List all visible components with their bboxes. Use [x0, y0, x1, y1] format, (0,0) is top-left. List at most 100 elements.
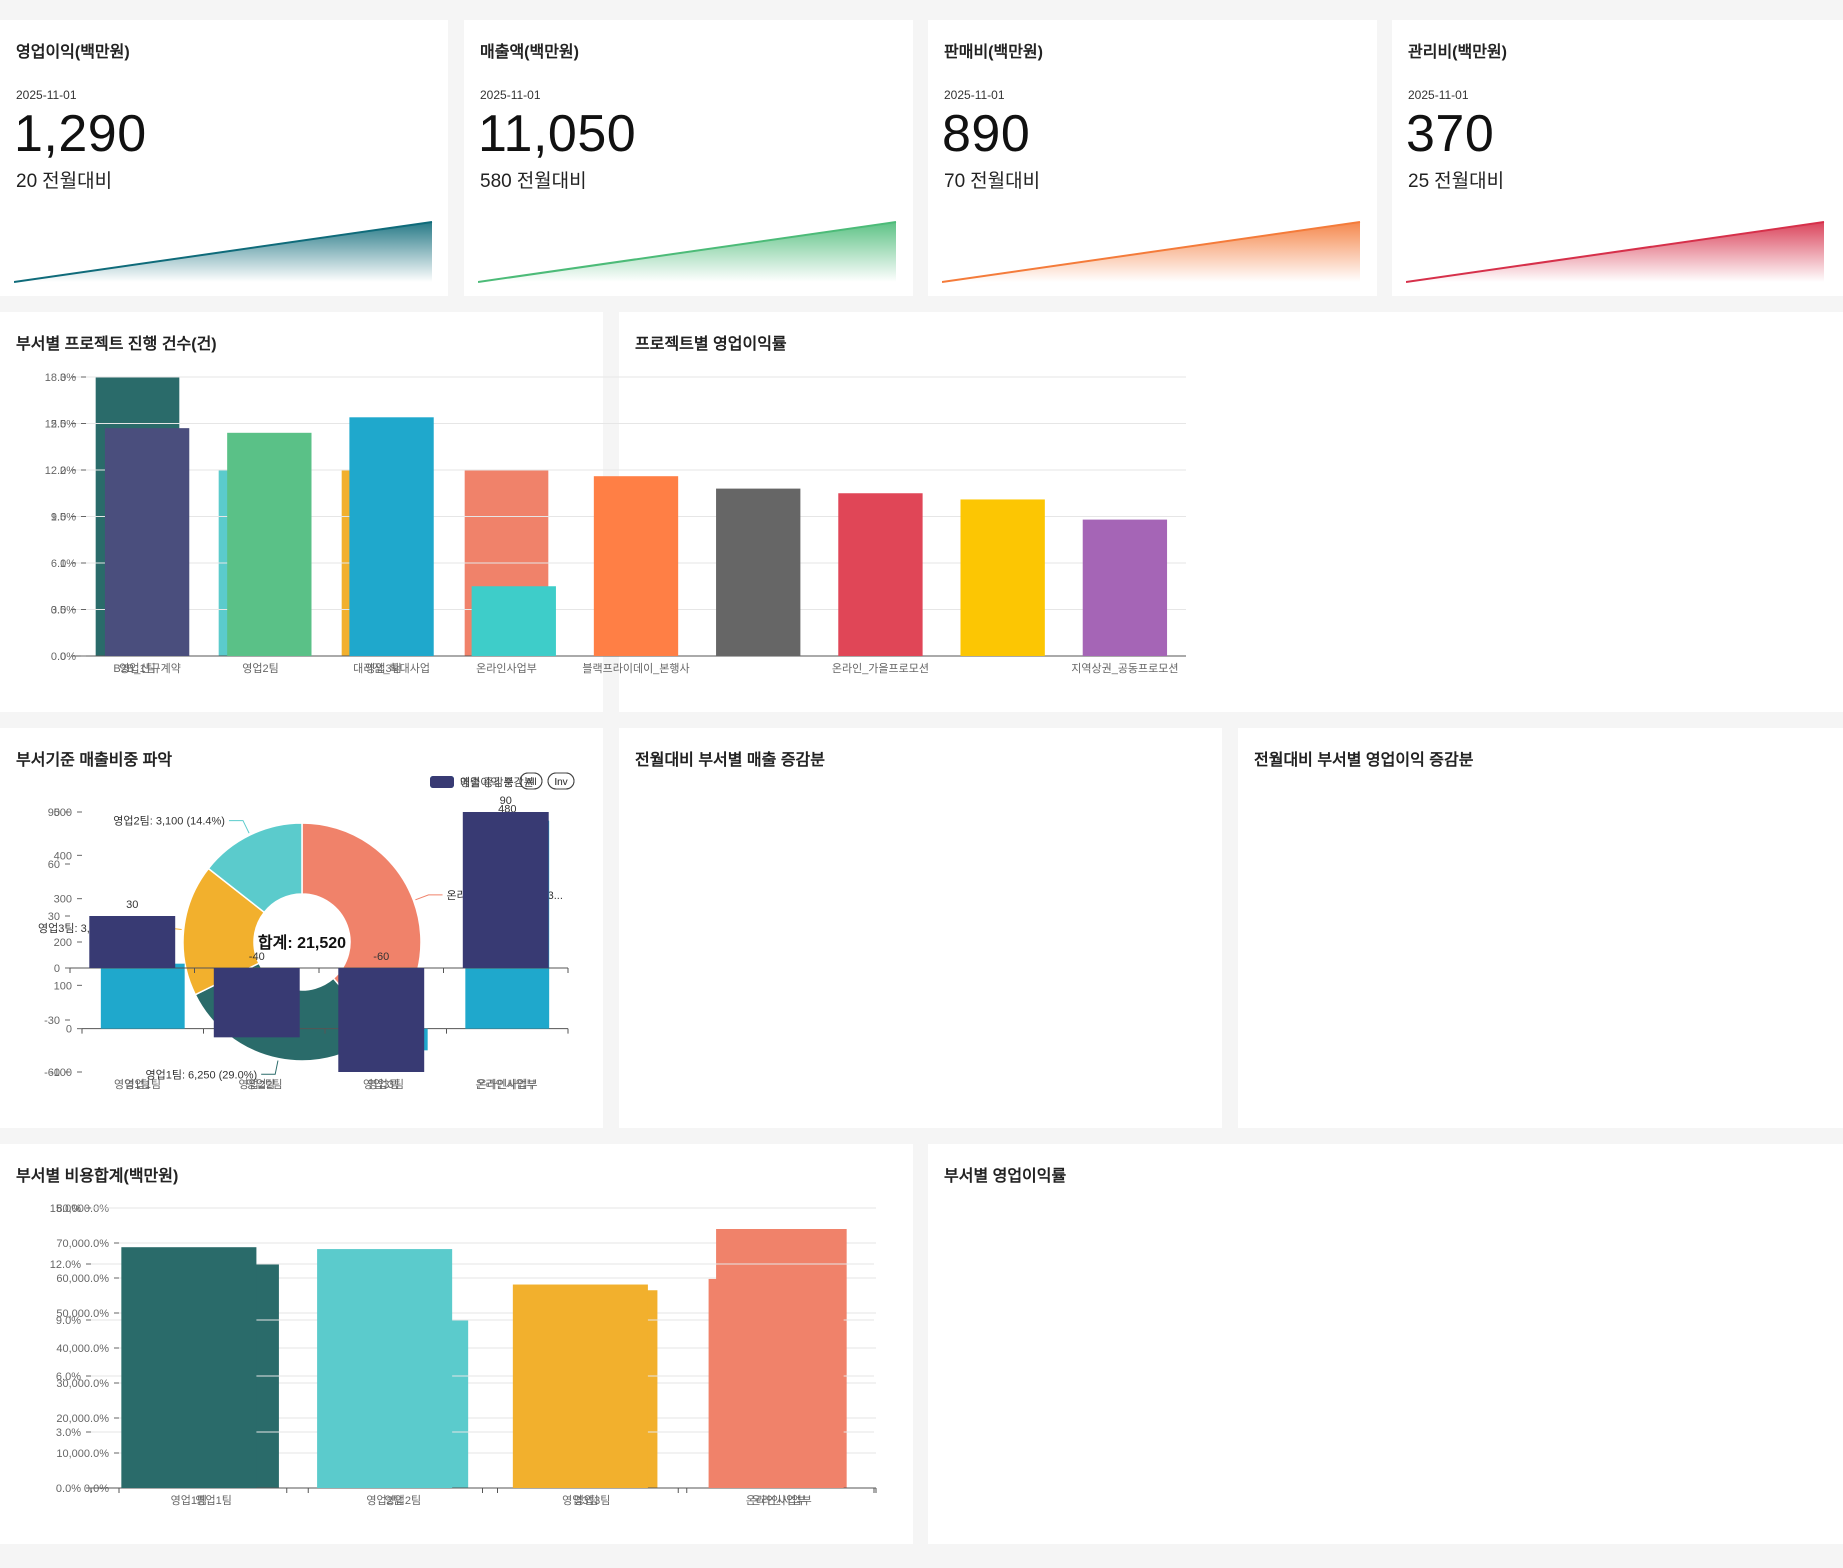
- y-axis-tick-label: 15.0%: [50, 1203, 81, 1215]
- y-axis-tick-label: 30,000.0%: [56, 1378, 109, 1390]
- chart-card-profit-delta: 전월대비 부서별 영업이익 증감분 -60 -30 0 30 60 90 30 영업1팀 -40…: [44, 728, 1843, 1128]
- y-axis-tick-label: 0.0%: [51, 651, 76, 663]
- bar: [593, 476, 679, 656]
- x-axis-tick-label: 영업1팀: [125, 1078, 161, 1091]
- pie-label-leader: [261, 1060, 279, 1075]
- data-label: 90: [500, 795, 512, 807]
- kpi-value: 11,050: [478, 105, 637, 163]
- legend-inv-label: Inv: [554, 777, 567, 788]
- data-label: 30: [126, 899, 138, 911]
- kpi-change: 25 전월대비: [1408, 166, 1509, 193]
- kpi-card-selling-cost: 판매비(백만원) 2025-11-01 890 70 전월대비: [928, 20, 1377, 296]
- x-axis-tick-label: 온라인사업부: [476, 662, 537, 675]
- bar: [462, 812, 549, 968]
- x-axis-tick-label: 영업2팀: [239, 1078, 275, 1091]
- sales-delta-chart: -1000100200300400500150영업1팀0영업2팀-50영업3팀4…: [50, 772, 575, 1091]
- chart-title: 부서별 비용합계(백만원): [16, 1168, 179, 1185]
- pie-label-leader: [415, 894, 443, 901]
- sparkline-line: [14, 221, 433, 283]
- project-margin-chart: 0.0% 3.0% 6.0% 9.0% 12.0% 15.0% 18.0% B2B_신규계약 대…: [45, 372, 1186, 675]
- bar: [471, 586, 556, 656]
- bar: [100, 963, 185, 1029]
- y-axis-tick-label: 12.0%: [50, 1259, 81, 1271]
- y-axis-tick-label: -60: [44, 1067, 60, 1079]
- y-axis-tick-label: 200: [54, 937, 72, 949]
- x-axis-tick-label: 영업2팀: [246, 1078, 282, 1091]
- y-axis-tick-label: 0: [60, 651, 66, 663]
- kpi-change-value: 70: [944, 171, 966, 192]
- legend-all-label: All: [525, 777, 536, 788]
- sparkline-line: [942, 221, 1361, 283]
- y-axis-tick-label: 100: [54, 980, 72, 992]
- kpi-date: 2025-11-01: [16, 88, 77, 102]
- y-axis-tick-label: 2: [60, 465, 66, 477]
- kpi-sparkline: [478, 221, 897, 283]
- kpi-change-label: 전월대비: [970, 171, 1041, 192]
- y-axis-tick-label: 9.0%: [56, 1315, 81, 1327]
- kpi-change: 580 전월대비: [480, 166, 592, 193]
- chart-title: 전월대비 부서별 영업이익 증감분: [1254, 752, 1474, 769]
- y-axis-tick-label: 0.5: [51, 605, 66, 617]
- pie-slice: [207, 822, 303, 914]
- x-axis-tick-label: 영업3팀: [574, 1494, 610, 1507]
- kpi-date: 2025-11-01: [480, 88, 541, 102]
- pie-label-leader: [228, 820, 250, 834]
- y-axis-tick-label: -30: [44, 1015, 60, 1027]
- kpi-sparkline: [1406, 221, 1825, 283]
- kpi-title: 영업이익(백만원): [16, 44, 130, 61]
- bar: [716, 488, 801, 656]
- x-axis-tick-label: 영업1팀: [171, 1494, 207, 1507]
- x-axis-tick-label: 영업2팀: [366, 1494, 402, 1507]
- bar: [1082, 519, 1168, 656]
- kpi-title: 매출액(백만원): [480, 44, 579, 61]
- kpi-change: 70 전월대비: [944, 166, 1045, 193]
- legend-all-label: All: [525, 777, 536, 788]
- y-axis-tick-label: 6.0%: [56, 1371, 81, 1383]
- y-axis-tick-label: 70,000.0%: [56, 1238, 109, 1250]
- y-axis-tick-label: 0: [66, 1024, 72, 1036]
- x-axis-tick-label: 지역상권_공동프로모션: [1071, 662, 1178, 675]
- kpi-sparkline: [942, 221, 1361, 283]
- sparkline-line: [1406, 221, 1825, 283]
- donut-center-label: 합계: 21,520: [258, 933, 346, 952]
- y-axis-tick-label: 3: [60, 372, 66, 384]
- x-axis-tick-label: 영업2팀: [242, 662, 278, 675]
- y-axis-tick-label: 1: [60, 558, 66, 570]
- legend-swatch: [430, 776, 454, 788]
- kpi-change-value: 25: [1408, 171, 1430, 192]
- chart-card-dept-margin: 부서별 영업이익률 0.0% 3.0% 6.0% 9.0% 12.0% 15.0% 영업1팀…: [50, 1144, 1843, 1544]
- kpi-card-sales: 매출액(백만원) 2025-11-01 11,050 580 전월대비: [464, 20, 913, 296]
- kpi-change-label: 전월대비: [1434, 171, 1505, 192]
- chart-title: 부서별 프로젝트 진행 건수(건): [16, 336, 217, 353]
- bar: [349, 417, 434, 656]
- kpi-date: 2025-11-01: [1408, 88, 1469, 102]
- y-axis-tick-label: -100: [50, 1067, 72, 1079]
- kpi-change: 20 전월대비: [16, 166, 117, 193]
- y-axis-tick-label: 1.5: [51, 512, 66, 524]
- y-axis-tick-label: 50,000.0%: [56, 1308, 109, 1320]
- data-label: -60: [373, 951, 389, 963]
- y-axis-tick-label: 15.0%: [45, 419, 76, 431]
- data-label: -40: [249, 951, 265, 963]
- legend-all-button: [519, 772, 543, 790]
- chart-title: 프로젝트별 영업이익률: [635, 336, 787, 353]
- bar: [213, 968, 300, 1038]
- x-axis-tick-label: 영업3팀: [368, 1078, 404, 1091]
- pie-label: 영업2팀: 3,100 (14.4%): [113, 815, 225, 828]
- profit-delta-chart: -60 -30 0 30 60 90 30 영업1팀 -40 영업2팀 -60 영업3팀 90 온라인사업…: [44, 772, 575, 1091]
- kpi-change-label: 전월대비: [42, 171, 113, 192]
- x-axis-tick-label: 온라인사업부: [746, 1494, 807, 1507]
- y-axis-tick-label: 30: [48, 911, 60, 923]
- y-axis-tick-label: 500: [54, 807, 72, 819]
- pie-slice: [182, 867, 266, 996]
- kpi-change-value: 20: [16, 171, 38, 192]
- bar: [838, 493, 923, 656]
- legend-label: 영업이익 증감분: [460, 776, 534, 789]
- x-axis-tick-label: 대리점_확대사업: [353, 662, 430, 675]
- y-axis-tick-label: 90: [48, 807, 60, 819]
- bar: [104, 428, 190, 656]
- chart-card-sales-delta: 전월대비 부서별 매출 증감분 -1000100200300400500150영…: [50, 728, 1222, 1128]
- chart-title: 부서기준 매출비중 파악: [16, 752, 173, 769]
- y-axis-tick-label: 3.0%: [56, 1427, 81, 1439]
- x-axis-tick-label: 영업3팀: [562, 1494, 598, 1507]
